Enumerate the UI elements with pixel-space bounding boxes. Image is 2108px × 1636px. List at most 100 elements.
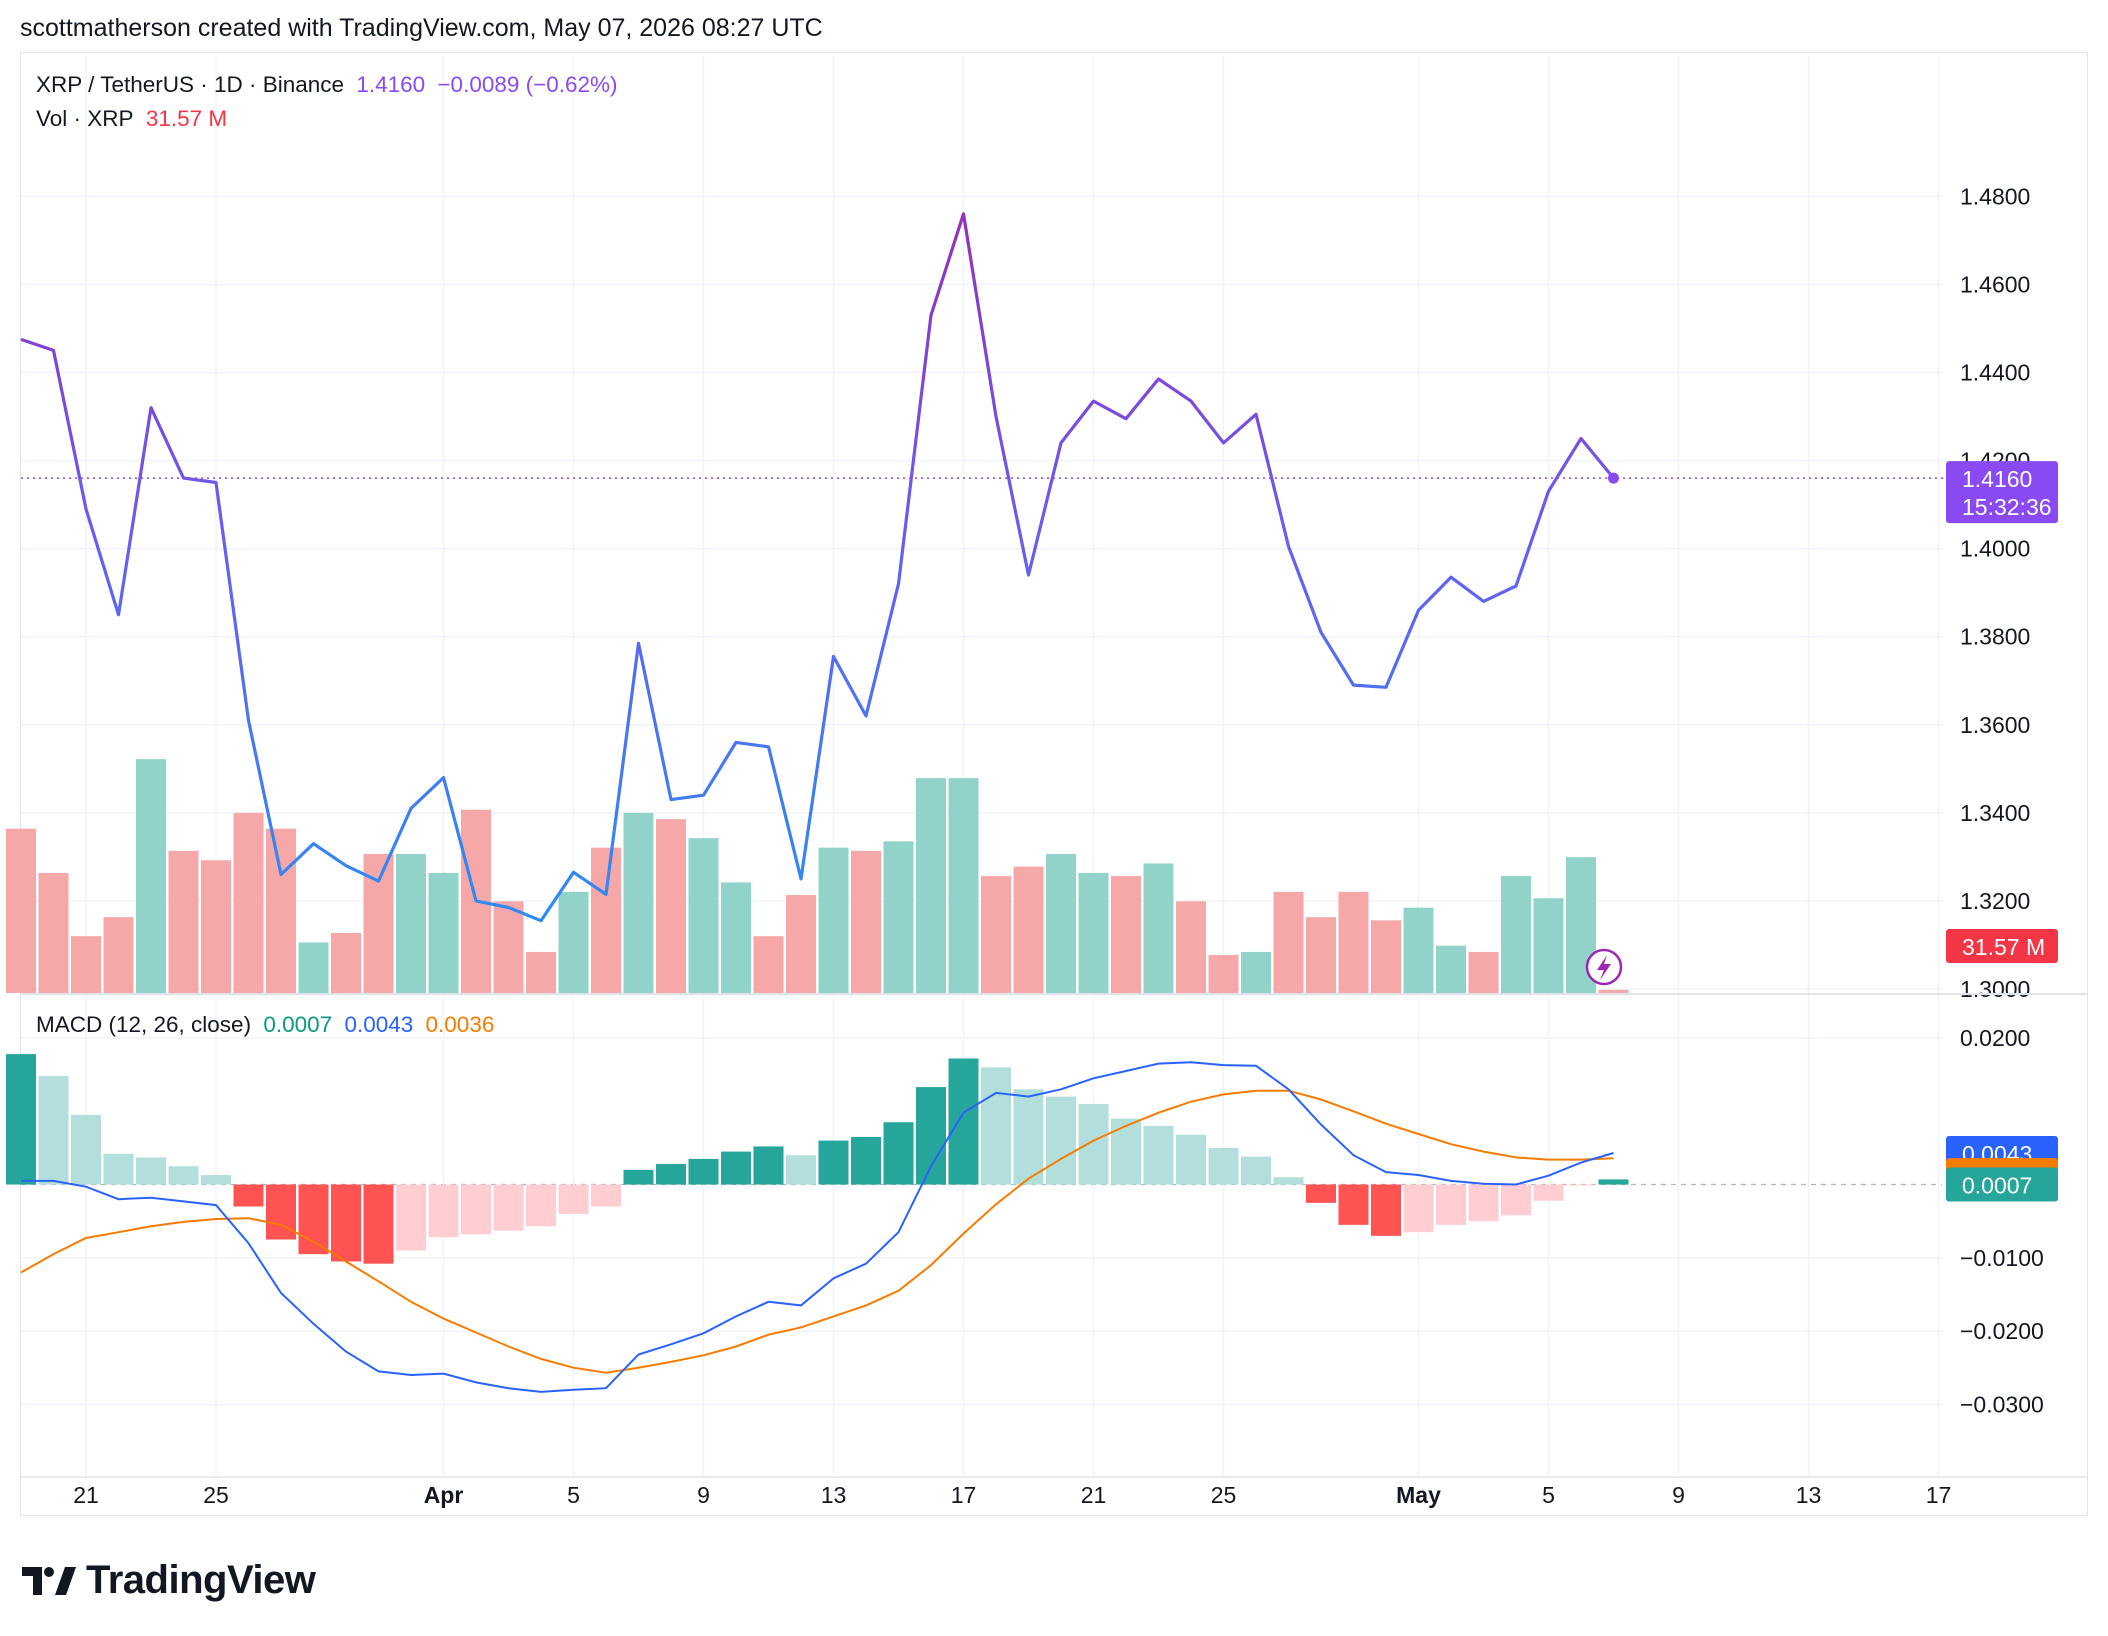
histogram-bar <box>1598 1179 1629 1185</box>
symbol-name[interactable]: XRP / TetherUS · 1D · Binance <box>36 72 345 97</box>
signal-line <box>20 1089 1614 1374</box>
histogram-bar <box>916 1087 946 1185</box>
volume-bar <box>688 838 719 993</box>
volume-bar <box>1306 917 1336 993</box>
histogram-bar <box>721 1151 751 1185</box>
macd-hist-value: 0.0007 <box>263 1012 333 1037</box>
volume-bar <box>201 860 231 993</box>
volume-bar <box>1436 945 1466 993</box>
histogram-bar <box>331 1184 361 1262</box>
time-tick-label: 17 <box>951 1482 977 1508</box>
volume-bar <box>103 917 134 993</box>
time-tick-label: 9 <box>1672 1482 1685 1508</box>
volume-bar <box>591 847 621 993</box>
price-tick-label: 1.4000 <box>1960 536 2030 562</box>
histogram-bar <box>1566 1184 1596 1186</box>
histogram-bar <box>1241 1156 1271 1185</box>
histogram-bar <box>201 1175 231 1185</box>
volume-legend: Vol · XRP 31.57 M <box>36 106 233 132</box>
volume-label[interactable]: Vol · XRP <box>36 106 134 131</box>
histogram-bar <box>298 1184 329 1255</box>
histogram-bar <box>753 1146 784 1185</box>
volume-bar <box>981 876 1011 993</box>
macd-signal-value: 0.0036 <box>425 1012 495 1037</box>
histogram-bar <box>1403 1184 1434 1233</box>
histogram-bar <box>1046 1096 1076 1185</box>
histogram-bar <box>851 1136 881 1185</box>
price-badge-bg <box>1946 461 2058 524</box>
tradingview-logo[interactable]: TradingView <box>22 1558 316 1603</box>
histogram-bar <box>428 1184 459 1238</box>
grid-lines <box>21 56 1942 1476</box>
time-tick-label: 25 <box>203 1482 229 1508</box>
histogram-bar <box>38 1076 69 1185</box>
volume-bar <box>916 778 946 993</box>
volume-badge-text: 31.57 M <box>1962 934 2045 960</box>
histogram-bar <box>363 1184 394 1264</box>
histogram-bar <box>1111 1118 1141 1185</box>
volume-bar <box>721 882 751 993</box>
histogram-bar <box>1013 1089 1044 1185</box>
histogram-bar <box>1273 1177 1304 1185</box>
price-tick-label: 1.3200 <box>1960 888 2030 914</box>
volume-bar <box>266 828 296 993</box>
volume-bar <box>1208 955 1239 993</box>
time-tick-label: 13 <box>821 1482 847 1508</box>
histogram-bar <box>1533 1184 1564 1201</box>
histogram-bar <box>591 1184 621 1207</box>
volume-bar <box>136 759 166 993</box>
volume-bar <box>1013 866 1044 993</box>
histogram-bar <box>1176 1134 1206 1185</box>
volume-bar <box>1143 863 1174 993</box>
price-tick-label: 1.4400 <box>1960 359 2030 385</box>
volume-bar <box>1176 901 1206 993</box>
volume-bar <box>1111 876 1141 993</box>
histogram-bar <box>558 1184 589 1214</box>
volume-bar <box>851 850 881 993</box>
time-tick-label: Apr <box>424 1482 464 1508</box>
price-change: −0.0089 (−0.62%) <box>437 72 618 97</box>
volume-bar <box>1078 872 1109 993</box>
price-tick-label: 1.4600 <box>1960 271 2030 297</box>
macd-label[interactable]: MACD (12, 26, close) <box>36 1012 252 1037</box>
histogram-bar <box>526 1184 556 1227</box>
chart-credit: scottmatherson created with TradingView.… <box>20 14 823 42</box>
histogram-bar <box>136 1157 166 1185</box>
volume-bar <box>1501 876 1531 993</box>
macd-tick-label: −0.0300 <box>1960 1391 2044 1417</box>
lightning-icon[interactable] <box>1585 948 1623 986</box>
time-tick-label: 9 <box>697 1482 710 1508</box>
histogram-bar <box>396 1184 426 1251</box>
volume-bar <box>396 853 426 993</box>
macd-legend: MACD (12, 26, close) 0.0007 0.0043 0.003… <box>36 1012 500 1038</box>
time-tick-label: 17 <box>1926 1482 1952 1508</box>
volume-bar <box>1338 891 1369 993</box>
histogram-bar <box>688 1158 719 1185</box>
histogram-bar <box>786 1155 816 1185</box>
volume-bar <box>656 819 686 993</box>
histogram-bar <box>233 1184 264 1207</box>
tradingview-logo-icon <box>22 1566 76 1595</box>
macd-hist-badge-bg <box>1946 1167 2058 1202</box>
volume-bar <box>818 847 849 993</box>
last-price-dot <box>1608 472 1619 484</box>
histogram-bar <box>103 1153 134 1185</box>
macd-line <box>21 1061 1614 1393</box>
price-tick-label: 1.4800 <box>1960 183 2030 209</box>
time-tick-label: 5 <box>567 1482 580 1508</box>
histogram-bar <box>1468 1184 1499 1222</box>
volume-bar <box>233 812 264 993</box>
volume-bar <box>623 812 654 993</box>
histogram-bar <box>168 1166 199 1185</box>
histogram-bar <box>656 1164 686 1185</box>
price-tick-label: 1.3600 <box>1960 712 2030 738</box>
volume-bar <box>1533 898 1564 993</box>
histogram-bar <box>1501 1184 1531 1216</box>
volume-bar <box>6 828 36 993</box>
volume-bar <box>1403 907 1434 993</box>
volume-bar <box>1046 853 1076 993</box>
volume-bar <box>558 891 589 993</box>
